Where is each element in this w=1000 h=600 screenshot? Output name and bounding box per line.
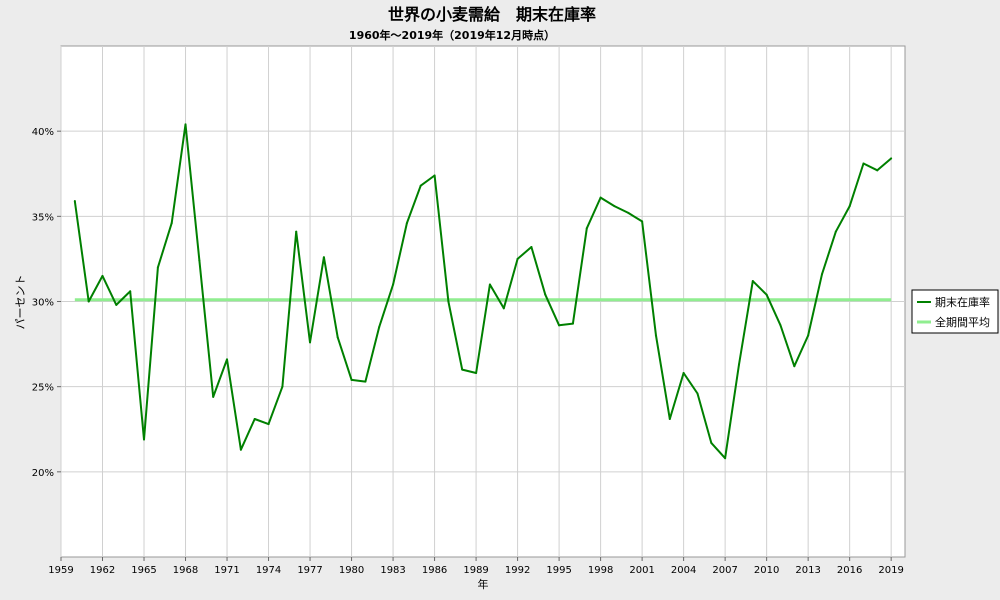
x-tick-label: 1983 (380, 565, 405, 576)
legend-label-average: 全期間平均 (935, 315, 990, 329)
data-point (793, 365, 796, 368)
data-point (571, 322, 574, 325)
data-point (281, 385, 284, 388)
data-point (890, 157, 893, 160)
x-tick-label: 1959 (48, 565, 73, 576)
data-point (599, 196, 602, 199)
data-point (585, 227, 588, 230)
y-tick-label: 35% (32, 212, 54, 223)
x-axis: 1959 1962 1965 1968 1971 1974 1977 1980 1983 1986… (48, 557, 904, 576)
data-point (309, 341, 312, 344)
x-tick-label: 1995 (546, 565, 571, 576)
data-point (129, 290, 132, 293)
y-tick-label: 25% (32, 383, 54, 394)
x-tick-label: 1977 (297, 565, 322, 576)
y-axis: 20% 25% 30% 35% 40% (32, 127, 61, 479)
x-tick-label: 1971 (214, 565, 239, 576)
y-tick-label: 30% (32, 298, 54, 309)
legend-box (911, 289, 999, 334)
data-point (751, 280, 754, 283)
data-point (502, 307, 505, 310)
data-point (350, 378, 353, 381)
x-tick-label: 2004 (671, 565, 696, 576)
x-tick-label: 2001 (629, 565, 654, 576)
data-point (516, 257, 519, 260)
data-point (765, 293, 768, 296)
data-point (392, 283, 395, 286)
series-line-main (73, 123, 892, 460)
data-point (226, 358, 229, 361)
y-tick-label: 40% (32, 127, 54, 138)
y-axis-label: パーセント (14, 275, 27, 330)
data-point (156, 266, 159, 269)
data-point (405, 222, 408, 225)
data-point (198, 259, 201, 262)
legend-label-main: 期末在庫率 (935, 295, 990, 309)
x-tick-label: 1962 (90, 565, 115, 576)
x-axis-label: 年 (478, 577, 489, 591)
data-point (295, 230, 298, 233)
x-tick-label: 1965 (131, 565, 156, 576)
series-layer (73, 123, 893, 460)
x-tick-label: 2016 (837, 565, 862, 576)
y-tick-label: 20% (32, 468, 54, 479)
x-tick-label: 2007 (712, 565, 737, 576)
data-point (820, 273, 823, 276)
data-point (737, 363, 740, 366)
data-point (419, 184, 422, 187)
data-point (779, 324, 782, 327)
data-point (253, 418, 256, 421)
data-point (848, 205, 851, 208)
data-point (143, 438, 146, 441)
data-point (668, 418, 671, 421)
data-point (710, 441, 713, 444)
data-point (239, 448, 242, 451)
data-point (447, 300, 450, 303)
data-point (807, 334, 810, 337)
data-point (322, 256, 325, 259)
data-point (378, 326, 381, 329)
data-point (613, 205, 616, 208)
data-point (682, 372, 685, 375)
data-point (364, 380, 367, 383)
x-tick-label: 2019 (878, 565, 903, 576)
data-point (101, 274, 104, 277)
x-tick-label: 1980 (339, 565, 364, 576)
data-point (212, 395, 215, 398)
data-point (834, 230, 837, 233)
data-point (544, 293, 547, 296)
chart-title: 世界の小麦需給 期末在庫率 (388, 5, 596, 24)
x-tick-label: 1968 (173, 565, 198, 576)
data-point (267, 423, 270, 426)
data-point (87, 300, 90, 303)
data-point (724, 457, 727, 460)
x-tick-label: 1998 (588, 565, 613, 576)
data-point (641, 220, 644, 223)
x-tick-label: 1992 (505, 565, 530, 576)
data-point (488, 283, 491, 286)
data-point (696, 392, 699, 395)
x-tick-label: 1974 (256, 565, 281, 576)
data-point (530, 245, 533, 248)
data-point (876, 169, 879, 172)
x-tick-label: 1986 (422, 565, 447, 576)
data-point (475, 372, 478, 375)
data-point (558, 324, 561, 327)
data-point (654, 334, 657, 337)
x-tick-label: 2013 (795, 565, 820, 576)
data-point (461, 368, 464, 371)
data-point (862, 162, 865, 165)
data-point (336, 336, 339, 339)
data-point (627, 211, 630, 214)
data-point (73, 200, 76, 203)
data-point (170, 222, 173, 225)
data-point (184, 123, 187, 126)
data-point (433, 174, 436, 177)
x-tick-label: 2010 (754, 565, 779, 576)
chart-subtitle: 1960年～2019年（2019年12月時点） (349, 28, 555, 42)
data-point (115, 303, 118, 306)
x-tick-label: 1989 (463, 565, 488, 576)
legend: 期末在庫率 全期間平均 (911, 289, 999, 334)
